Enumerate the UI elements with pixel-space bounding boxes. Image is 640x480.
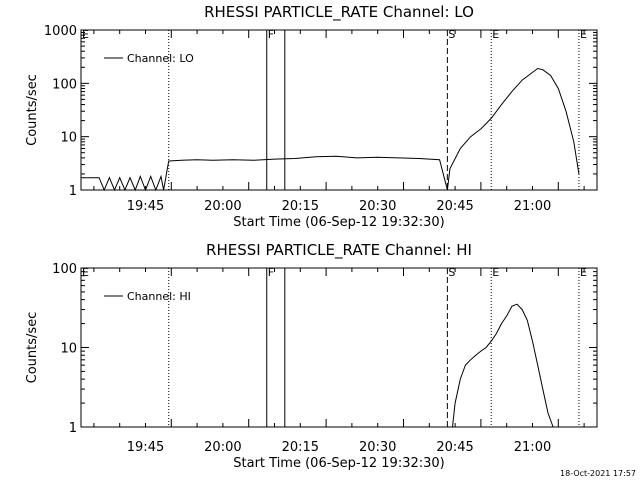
- event-marker-label: E: [580, 28, 587, 41]
- series-line: [81, 67, 580, 192]
- event-marker-label: E: [82, 28, 89, 41]
- series-line: [452, 303, 554, 428]
- x-tick-label: 20:00: [204, 440, 241, 455]
- x-axis-label: Start Time (06-Sep-12 19:32:30): [233, 456, 444, 471]
- y-tick-label: 1: [69, 421, 77, 436]
- x-tick-label: 21:00: [514, 199, 551, 214]
- legend-label: Channel: LO: [127, 52, 194, 65]
- y-axis-label: Counts/sec: [25, 312, 40, 384]
- event-marker-label: E: [492, 28, 499, 41]
- event-marker-label: E: [492, 266, 499, 279]
- footer-date: 18-Oct-2021 17:57: [560, 469, 636, 478]
- chart-title: RHESSI PARTICLE_RATE Channel: HI: [206, 241, 472, 260]
- y-tick-label: 1000: [44, 24, 77, 39]
- x-tick-label: 20:15: [282, 199, 319, 214]
- y-tick-label: 10: [60, 342, 77, 357]
- x-tick-label: 21:00: [514, 440, 551, 455]
- x-tick-label: 20:15: [282, 440, 319, 455]
- event-marker-label: S: [448, 266, 455, 279]
- legend-label: Channel: HI: [127, 290, 191, 303]
- y-tick-label: 100: [52, 77, 77, 92]
- x-tick-label: 20:30: [359, 199, 396, 214]
- panel-lo: RHESSI PARTICLE_RATE Channel: LO 19:45 20:…: [25, 3, 598, 230]
- panel-hi: RHESSI PARTICLE_RATE Channel: HI 19:45 20:…: [25, 241, 598, 471]
- y-axis-label: Counts/sec: [25, 74, 40, 146]
- y-tick-label: 1: [69, 184, 77, 199]
- x-tick-label: 19:45: [127, 199, 164, 214]
- x-tick-label: 20:45: [436, 199, 473, 214]
- y-tick-label: 100: [52, 262, 77, 277]
- x-tick-label: 20:30: [359, 440, 396, 455]
- event-marker-label: E: [580, 266, 587, 279]
- x-axis-label: Start Time (06-Sep-12 19:32:30): [233, 215, 444, 230]
- event-marker-label: E: [82, 266, 89, 279]
- plot-frame: [80, 29, 598, 191]
- chart-title: RHESSI PARTICLE_RATE Channel: LO: [204, 3, 474, 22]
- x-tick-label: 19:45: [127, 440, 164, 455]
- event-marker-label: F: [268, 28, 274, 41]
- x-tick-label: 20:00: [204, 199, 241, 214]
- y-tick-label: 10: [60, 131, 77, 146]
- x-tick-label: 20:45: [436, 440, 473, 455]
- event-marker-label: F: [268, 266, 274, 279]
- event-marker-label: S: [448, 28, 455, 41]
